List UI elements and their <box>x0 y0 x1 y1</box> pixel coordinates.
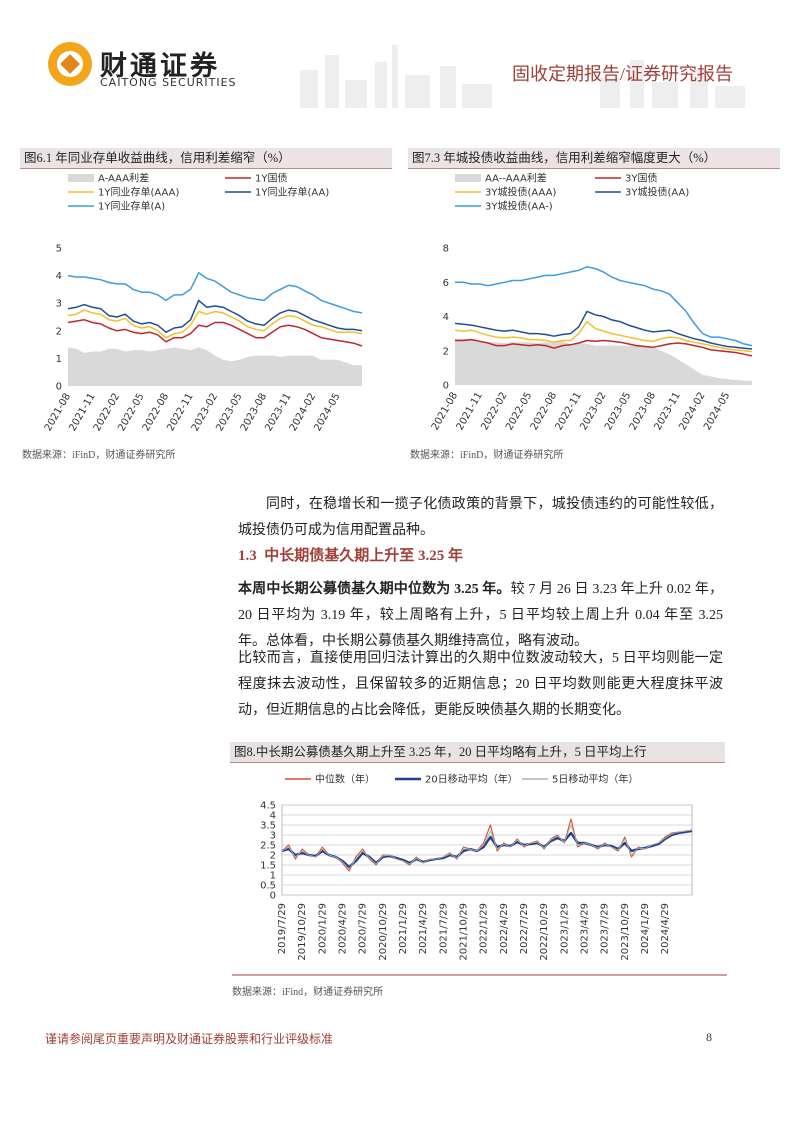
chart: 00.511.522.533.544.5 2019/7/29 2019/10/29 2… <box>232 773 727 976</box>
x-tick-label: 2020/1/29 <box>317 903 328 954</box>
legend-label: A-AAA利差 <box>98 172 149 185</box>
line <box>67 319 363 347</box>
area <box>68 347 362 386</box>
y-tick-label: 2.5 <box>260 841 276 852</box>
heading-text: 中长期债基久期上升至 3.25 年 <box>264 548 464 564</box>
x-tick-label: 2023/7/29 <box>600 903 611 954</box>
paragraph: 本周中长期公募债基久期中位数为 3.25 年。较 7 月 26 日 3.23 年… <box>238 577 723 655</box>
paragraph: 比较而言，直接使用回归法计算出的久期中位数波动较大，5 日平均则能一定程度抹去波… <box>238 651 723 718</box>
report-type: 固收定期报告/证券研究报告 <box>512 64 733 84</box>
x-tick-label: 2022/1/29 <box>479 903 490 954</box>
logo <box>48 42 92 86</box>
legend-label: 1Y国债 <box>255 172 287 185</box>
legend-swatch <box>68 174 94 182</box>
legend-label: 3Y城投债(AA-) <box>485 200 553 213</box>
figure-source: 数据来源：iFinD，财通证券研究所 <box>22 450 176 461</box>
y-tick-label: 1.5 <box>260 861 276 872</box>
legend-label: 5日移动平均（年） <box>552 773 638 786</box>
figure-caption: 图6.1 年同业存单收益曲线，信用利差缩窄（%） <box>20 148 392 169</box>
paragraph-lead: 本周中长期公募债基久期中位数为 3.25 年。 <box>238 582 511 597</box>
line <box>455 338 753 357</box>
legend-label: 3Y城投债(AAA) <box>485 186 556 199</box>
y-tick-label: 2 <box>270 851 276 862</box>
legend-label: 3Y国债 <box>625 172 657 185</box>
x-tick-label: 2019/10/29 <box>297 903 308 961</box>
section-heading: 1.3 中长期债基久期上升至 3.25 年 <box>238 544 463 565</box>
y-tick-label: 3 <box>270 831 276 842</box>
figure-caption: 图8.中长期公募债基久期上升至 3.25 年，20 日平均略有上升，5 日平均上… <box>230 742 725 763</box>
heading-number: 1.3 <box>238 548 257 564</box>
y-tick-label: 0 <box>270 891 276 902</box>
x-tick-label: 2021/7/29 <box>438 903 449 954</box>
x-tick-label: 2023/10/29 <box>620 903 631 961</box>
legend-label: 1Y同业存单(AAA) <box>98 186 179 199</box>
x-tick-label: 2020/4/29 <box>337 903 348 954</box>
y-tick-label: 2 <box>56 326 62 337</box>
legend-label: 中位数（年） <box>315 773 375 786</box>
x-tick-label: 2022/7/29 <box>519 903 530 954</box>
x-tick-label: 2023/1/29 <box>559 903 570 954</box>
legend-swatch <box>455 174 481 182</box>
line <box>67 309 363 339</box>
line <box>455 266 753 347</box>
line <box>67 299 363 333</box>
x-tick-label: 2021/1/29 <box>398 903 409 954</box>
line <box>281 824 693 870</box>
x-tick-label: 2022/10/29 <box>539 903 550 961</box>
paragraph: 同时，在稳增长和一揽子化债政策的背景下，城投债违约的可能性较低，城投债仍可成为信… <box>238 497 723 538</box>
chart: 024682021-082021-112022-022022-052022-08… <box>430 172 753 432</box>
x-tick-label: 2024/1/29 <box>640 903 651 954</box>
y-tick-label: 4 <box>56 271 62 282</box>
y-tick-label: 6 <box>443 278 449 289</box>
x-tick-label: 2021/4/29 <box>418 903 429 954</box>
y-tick-label: 4 <box>443 312 449 323</box>
y-tick-label: 1 <box>56 354 62 365</box>
y-tick-label: 1 <box>270 871 276 882</box>
line <box>454 320 753 353</box>
x-tick-label: 2021/10/29 <box>458 903 469 961</box>
y-tick-label: 0 <box>56 382 62 393</box>
y-tick-label: 2 <box>443 346 449 357</box>
page-number: 8 <box>706 1030 712 1044</box>
y-tick-label: 4.5 <box>260 801 276 812</box>
skyline <box>300 45 745 108</box>
brand-cn: 财通证券 <box>100 51 220 82</box>
legend-label: 1Y同业存单(A) <box>98 200 165 213</box>
line <box>67 272 363 314</box>
y-tick-label: 5 <box>56 244 62 255</box>
y-tick-label: 0 <box>443 381 449 392</box>
y-tick-label: 0.5 <box>260 881 276 892</box>
figure-source: 数据来源：iFinD，财通证券研究所 <box>410 450 564 461</box>
x-tick-label: 2024/4/29 <box>660 903 671 954</box>
x-tick-label: 2020/7/29 <box>358 903 369 954</box>
figure-source: 数据来源：iFind，财通证券研究所 <box>232 987 384 998</box>
paragraph-text: 较 7 月 26 日 3.23 年上升 0.02 年，20 日平均为 3.19 … <box>238 582 724 649</box>
line <box>454 310 753 350</box>
x-tick-label: 2022/4/29 <box>499 903 510 954</box>
legend-label: 1Y同业存单(AA) <box>255 186 329 199</box>
y-tick-label: 3.5 <box>260 821 276 832</box>
x-tick-label: 2019/7/29 <box>277 903 288 954</box>
line <box>281 818 693 872</box>
chart: 0123452021-082021-112022-022022-052022-0… <box>43 172 363 433</box>
legend-label: 3Y城投债(AA) <box>625 186 689 199</box>
brand-en: CAITONG SECURITIES <box>100 76 237 89</box>
y-tick-label: 8 <box>443 244 449 255</box>
y-tick-label: 4 <box>270 811 276 822</box>
area <box>455 338 752 385</box>
x-tick-label: 2023/4/29 <box>579 903 590 954</box>
line <box>281 829 693 869</box>
figure-caption: 图7.3 年城投债收益曲线，信用利差缩窄幅度更大（%） <box>408 148 780 169</box>
legend-label: 20日移动平均（年） <box>425 773 518 786</box>
disclaimer: 谨请参阅尾页重要声明及财通证券股票和行业评级标准 <box>45 1032 334 1046</box>
y-tick-label: 3 <box>56 299 62 310</box>
legend-label: AA--AAA利差 <box>485 172 547 185</box>
x-tick-label: 2020/10/29 <box>378 903 389 961</box>
